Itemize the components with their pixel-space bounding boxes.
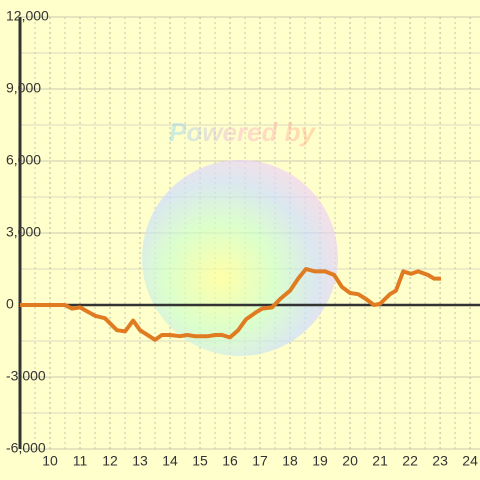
x-tick-label: 21	[372, 453, 388, 469]
y-tick-label: 0	[6, 296, 14, 312]
y-tick-label: 6,000	[6, 152, 41, 168]
y-tick-label: 9,000	[6, 80, 41, 96]
x-tick-label: 19	[312, 453, 328, 469]
x-tick-label: 14	[162, 453, 178, 469]
x-tick-label: 17	[252, 453, 268, 469]
x-tick-label: 18	[282, 453, 298, 469]
y-tick-label: -6,000	[6, 440, 46, 456]
y-tick-label: 12,000	[6, 8, 49, 24]
x-tick-label: 12	[102, 453, 118, 469]
data-line	[20, 267, 441, 342]
x-tick-label: 20	[342, 453, 358, 469]
y-tick-label: -3,000	[6, 368, 46, 384]
x-tick-label: 15	[192, 453, 208, 469]
x-tick-label: 23	[432, 453, 448, 469]
x-tick-label: 24	[462, 453, 478, 469]
x-tick-label: 16	[222, 453, 238, 469]
x-tick-label: 10	[42, 453, 58, 469]
watermark: Powered by	[169, 117, 316, 147]
x-tick-label: 13	[132, 453, 148, 469]
watermark-logo	[142, 160, 338, 356]
x-tick-label: 11	[73, 453, 88, 469]
x-tick-label: 22	[402, 453, 418, 469]
y-tick-label: 3,000	[6, 224, 41, 240]
